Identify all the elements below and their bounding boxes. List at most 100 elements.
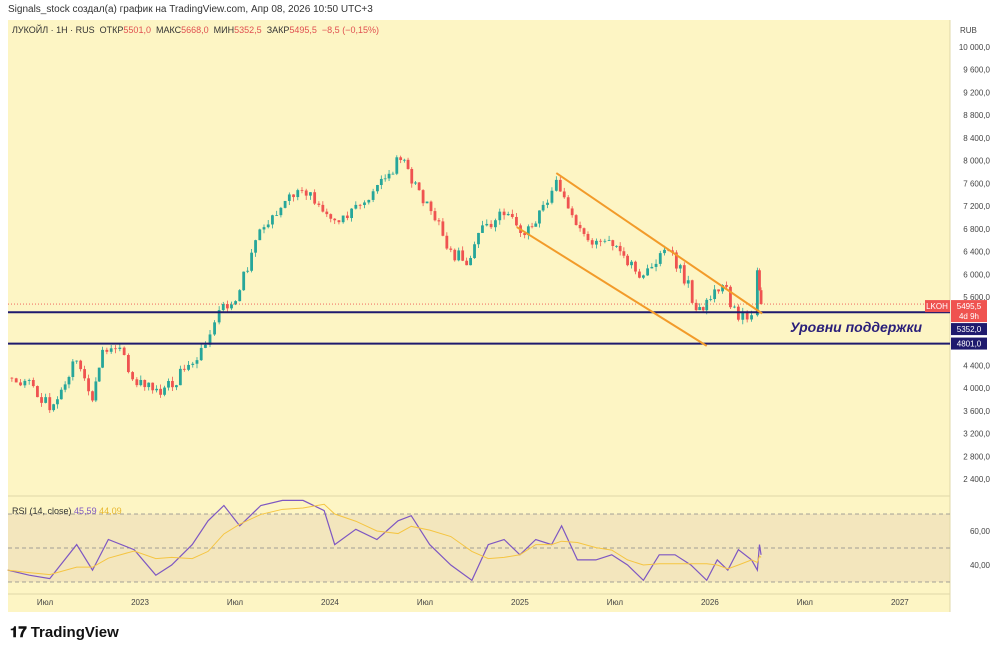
candle-body xyxy=(709,299,713,300)
candle-body xyxy=(300,190,304,191)
candle-body xyxy=(75,360,79,362)
candle-body xyxy=(147,382,151,388)
candle-body xyxy=(36,386,39,398)
candle-body xyxy=(71,361,75,377)
candle-body xyxy=(578,225,582,229)
candle-body xyxy=(586,233,590,241)
candle-body xyxy=(534,223,538,227)
symbol-name: ЛУКОЙЛ · 1Н · RUS xyxy=(12,25,95,35)
time-tick: 2023 xyxy=(131,598,149,607)
candle-body xyxy=(325,211,329,215)
candle-body xyxy=(296,190,300,198)
candle-body xyxy=(741,311,745,320)
candle-body xyxy=(441,221,445,236)
candle-body xyxy=(725,285,728,287)
symbol-tag-label: LKOH xyxy=(926,302,948,311)
candle-body xyxy=(523,232,527,236)
candle-body xyxy=(558,179,562,192)
candle-body xyxy=(175,385,178,388)
candle-body xyxy=(345,215,349,219)
candle-body xyxy=(329,214,333,219)
candle-body xyxy=(275,215,279,216)
candle-body xyxy=(510,213,514,217)
channel-lower-line xyxy=(516,226,708,347)
candle-body xyxy=(122,347,126,355)
candle-body xyxy=(304,190,308,196)
rsi-legend: RSI (14, close) 45,59 44,09 xyxy=(12,506,122,516)
rsi-ma-value: 44,09 xyxy=(99,506,122,516)
candle-body xyxy=(230,304,233,309)
candle-body xyxy=(663,249,666,254)
price-tick: 6 800,0 xyxy=(963,225,990,234)
candle-body xyxy=(395,157,399,174)
time-tick: Июл xyxy=(227,598,244,607)
candle-body xyxy=(538,210,541,224)
candle-body xyxy=(171,380,174,388)
plot-background xyxy=(8,20,950,612)
candle-body xyxy=(204,344,207,348)
price-tick: 2 800,0 xyxy=(963,452,990,461)
support-tag xyxy=(951,337,987,350)
candle-body xyxy=(151,382,155,391)
price-tick: 8 000,0 xyxy=(963,157,990,166)
last-price-tag xyxy=(951,300,987,323)
candle-body xyxy=(759,290,763,305)
time-tick: 2026 xyxy=(701,598,719,607)
candle-body xyxy=(139,379,143,386)
close-value: 5495,5 xyxy=(289,25,317,35)
candle-body xyxy=(399,157,403,160)
candle-body xyxy=(56,399,59,405)
candle-body xyxy=(10,377,14,379)
candle-body xyxy=(489,223,493,228)
price-tick: 8 800,0 xyxy=(963,111,990,120)
candle-body xyxy=(603,240,607,242)
candle-body xyxy=(254,240,257,253)
candle-body xyxy=(14,378,18,383)
candle-body xyxy=(729,286,732,308)
price-tick: 5 600,0 xyxy=(963,293,990,302)
support-tag xyxy=(951,323,987,336)
candle-body xyxy=(622,251,626,256)
candle-body xyxy=(383,178,387,180)
time-tick: 2027 xyxy=(891,598,909,607)
candle-body xyxy=(367,199,371,203)
candle-body xyxy=(530,226,534,228)
candle-body xyxy=(562,191,566,198)
candle-body xyxy=(630,261,633,266)
candle-body xyxy=(250,252,254,271)
candle-body xyxy=(453,249,457,261)
candle-body xyxy=(27,380,31,381)
candle-body xyxy=(31,380,35,387)
candle-body xyxy=(634,261,637,272)
rsi-ma-line xyxy=(7,503,762,576)
candle-body xyxy=(109,348,113,352)
symbol-tag xyxy=(925,300,950,313)
candle-body xyxy=(262,227,266,230)
candle-body xyxy=(638,271,641,278)
candle-body xyxy=(155,388,159,391)
candle-body xyxy=(225,304,229,309)
logo-text: TradingView xyxy=(30,624,119,641)
candle-body xyxy=(566,197,570,209)
tradingview-logo: 𝟏𝟕 TradingView xyxy=(10,624,119,641)
candle-body xyxy=(550,190,554,203)
candle-body xyxy=(391,173,395,175)
candle-body xyxy=(317,203,321,205)
candle-body xyxy=(477,232,480,245)
candle-body xyxy=(473,244,476,259)
candle-body xyxy=(246,270,250,272)
price-tick: 2 400,0 xyxy=(963,475,990,484)
candle-body xyxy=(105,349,109,352)
candle-body xyxy=(701,307,705,311)
candle-body xyxy=(79,360,83,370)
candle-body xyxy=(425,201,429,204)
candle-body xyxy=(309,192,312,196)
channel-upper-line xyxy=(555,172,763,315)
candle-body xyxy=(363,202,366,206)
candle-body xyxy=(163,387,166,395)
candle-body xyxy=(87,378,90,392)
candle-body xyxy=(182,368,186,370)
candle-body xyxy=(626,255,629,266)
candle-body xyxy=(758,270,761,291)
